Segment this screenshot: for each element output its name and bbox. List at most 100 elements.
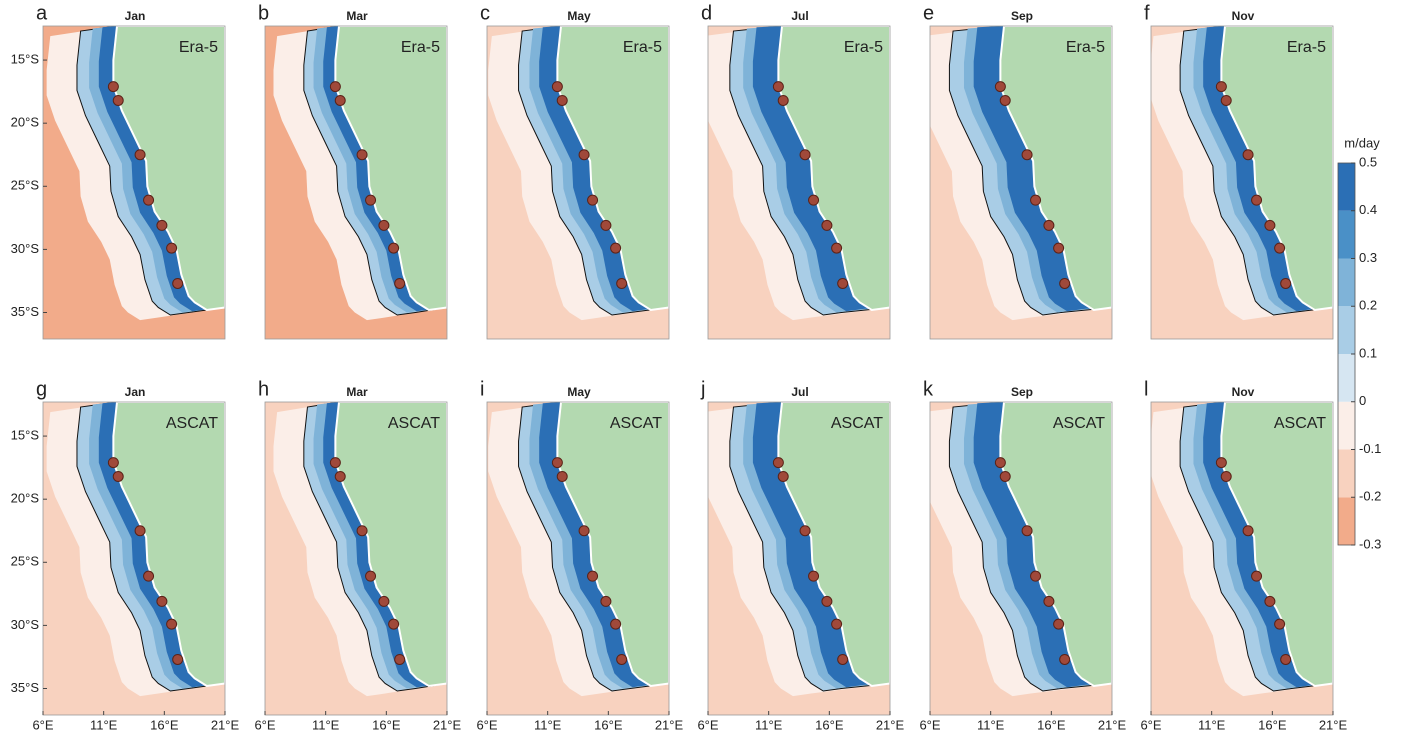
station [831,242,843,254]
colorbar-tick-label: 0.3 [1359,250,1377,265]
panel-month: Nov [1232,9,1255,23]
colorbar-level [1338,449,1355,498]
panel-frame [929,401,1113,716]
station [394,277,406,289]
station [1030,570,1042,582]
colorbar-tick-label: 0 [1359,393,1366,408]
map-panel [487,402,669,715]
core-upwelling [1203,402,1333,688]
panel-source: ASCAT [831,415,883,432]
panel-month: Sep [1011,385,1033,399]
station [999,470,1011,482]
x-tick-label: 6°E [1140,717,1161,732]
map-panel [1151,26,1333,339]
station [777,94,789,106]
x-tick-label: 6°E [919,717,940,732]
panel-month: Jul [791,9,808,23]
panel-source: Era-5 [623,39,662,56]
panel-frame [486,401,670,716]
core-upwelling [539,402,669,688]
station [837,277,849,289]
panel-month: May [567,9,591,23]
panel-letter: f [1144,2,1150,24]
panel-frame [486,25,670,340]
map-panel [708,26,890,339]
station [1251,194,1263,206]
colorbar-tick-label: -0.2 [1359,489,1381,504]
station [1043,595,1055,607]
station [134,525,146,537]
station [1059,277,1071,289]
y-tick-label: 20°S [11,115,40,130]
station [1043,219,1055,231]
x-tick-label: 21°E [1319,717,1348,732]
x-tick-label: 16°E [1258,717,1287,732]
station [112,94,124,106]
panel-frame [1150,401,1334,716]
panel-source: ASCAT [610,415,662,432]
core-upwelling [539,26,669,312]
station [1280,653,1292,665]
panel-frame [1150,25,1334,340]
panel-letter: k [923,378,934,400]
panel-frame [929,25,1113,340]
station [616,277,628,289]
station [365,194,377,206]
station [1059,653,1071,665]
station [610,242,622,254]
y-tick-label: 15°S [11,52,40,67]
colorbar-level [1338,258,1355,307]
station [772,81,784,93]
station [600,595,612,607]
map-panel [43,26,225,339]
station [143,194,155,206]
station [172,653,184,665]
station [821,595,833,607]
station [1021,525,1033,537]
map-panel [265,402,447,715]
station [994,457,1006,469]
station [356,149,368,161]
station [1264,219,1276,231]
panel-month: Jan [125,385,146,399]
station [1215,457,1227,469]
station [587,570,599,582]
panel-month: Mar [346,9,368,23]
x-tick-label: 6°E [476,717,497,732]
x-tick-label: 21°E [433,717,462,732]
x-tick-label: 21°E [876,717,905,732]
panel-month: Mar [346,385,368,399]
station [831,618,843,630]
colorbar-tick-label: -0.3 [1359,536,1381,551]
colorbar-level [1338,497,1355,545]
core-upwelling [752,402,890,688]
map-panel [487,26,669,339]
x-tick-label: 16°E [372,717,401,732]
y-tick-label: 25°S [11,178,40,193]
station [156,595,168,607]
core-upwelling [973,402,1112,688]
colorbar-tick-label: 0.1 [1359,345,1377,360]
x-tick-label: 16°E [815,717,844,732]
x-tick-label: 16°E [1037,717,1066,732]
panel-letter: e [923,2,934,24]
map-panel [708,402,890,715]
station [394,653,406,665]
y-tick-label: 30°S [11,241,40,256]
station [1242,525,1254,537]
colorbar-tick-label: -0.1 [1359,441,1381,456]
x-tick-label: 6°E [32,717,53,732]
station [578,525,590,537]
core-upwelling [973,26,1112,312]
station [388,242,400,254]
station [1215,81,1227,93]
y-tick-label: 25°S [11,554,40,569]
station [166,618,178,630]
map-panel [265,26,447,339]
station [1220,94,1232,106]
y-tick-label: 15°S [11,428,40,443]
panel-frame [707,401,891,716]
station [329,457,341,469]
station [134,149,146,161]
station [172,277,184,289]
